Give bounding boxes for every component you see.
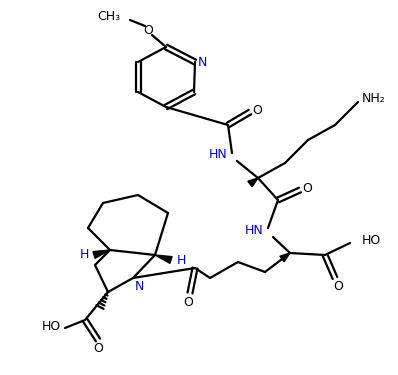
Polygon shape — [280, 253, 290, 262]
Text: HN: HN — [209, 148, 227, 162]
Text: O: O — [302, 182, 312, 195]
Text: O: O — [93, 342, 103, 355]
Text: H: H — [176, 254, 186, 267]
Text: N: N — [135, 279, 144, 292]
Text: O: O — [183, 296, 193, 309]
Text: HO: HO — [362, 234, 381, 248]
Text: NH₂: NH₂ — [362, 93, 386, 105]
Text: H: H — [79, 249, 89, 261]
Text: HO: HO — [41, 320, 60, 333]
Text: O: O — [252, 104, 262, 117]
Text: N: N — [197, 56, 207, 69]
Polygon shape — [248, 178, 258, 187]
Text: O: O — [143, 24, 153, 36]
Text: O: O — [333, 279, 343, 292]
Text: HN: HN — [245, 224, 263, 237]
Text: CH₃: CH₃ — [97, 9, 120, 22]
Polygon shape — [93, 250, 110, 258]
Polygon shape — [155, 255, 172, 263]
